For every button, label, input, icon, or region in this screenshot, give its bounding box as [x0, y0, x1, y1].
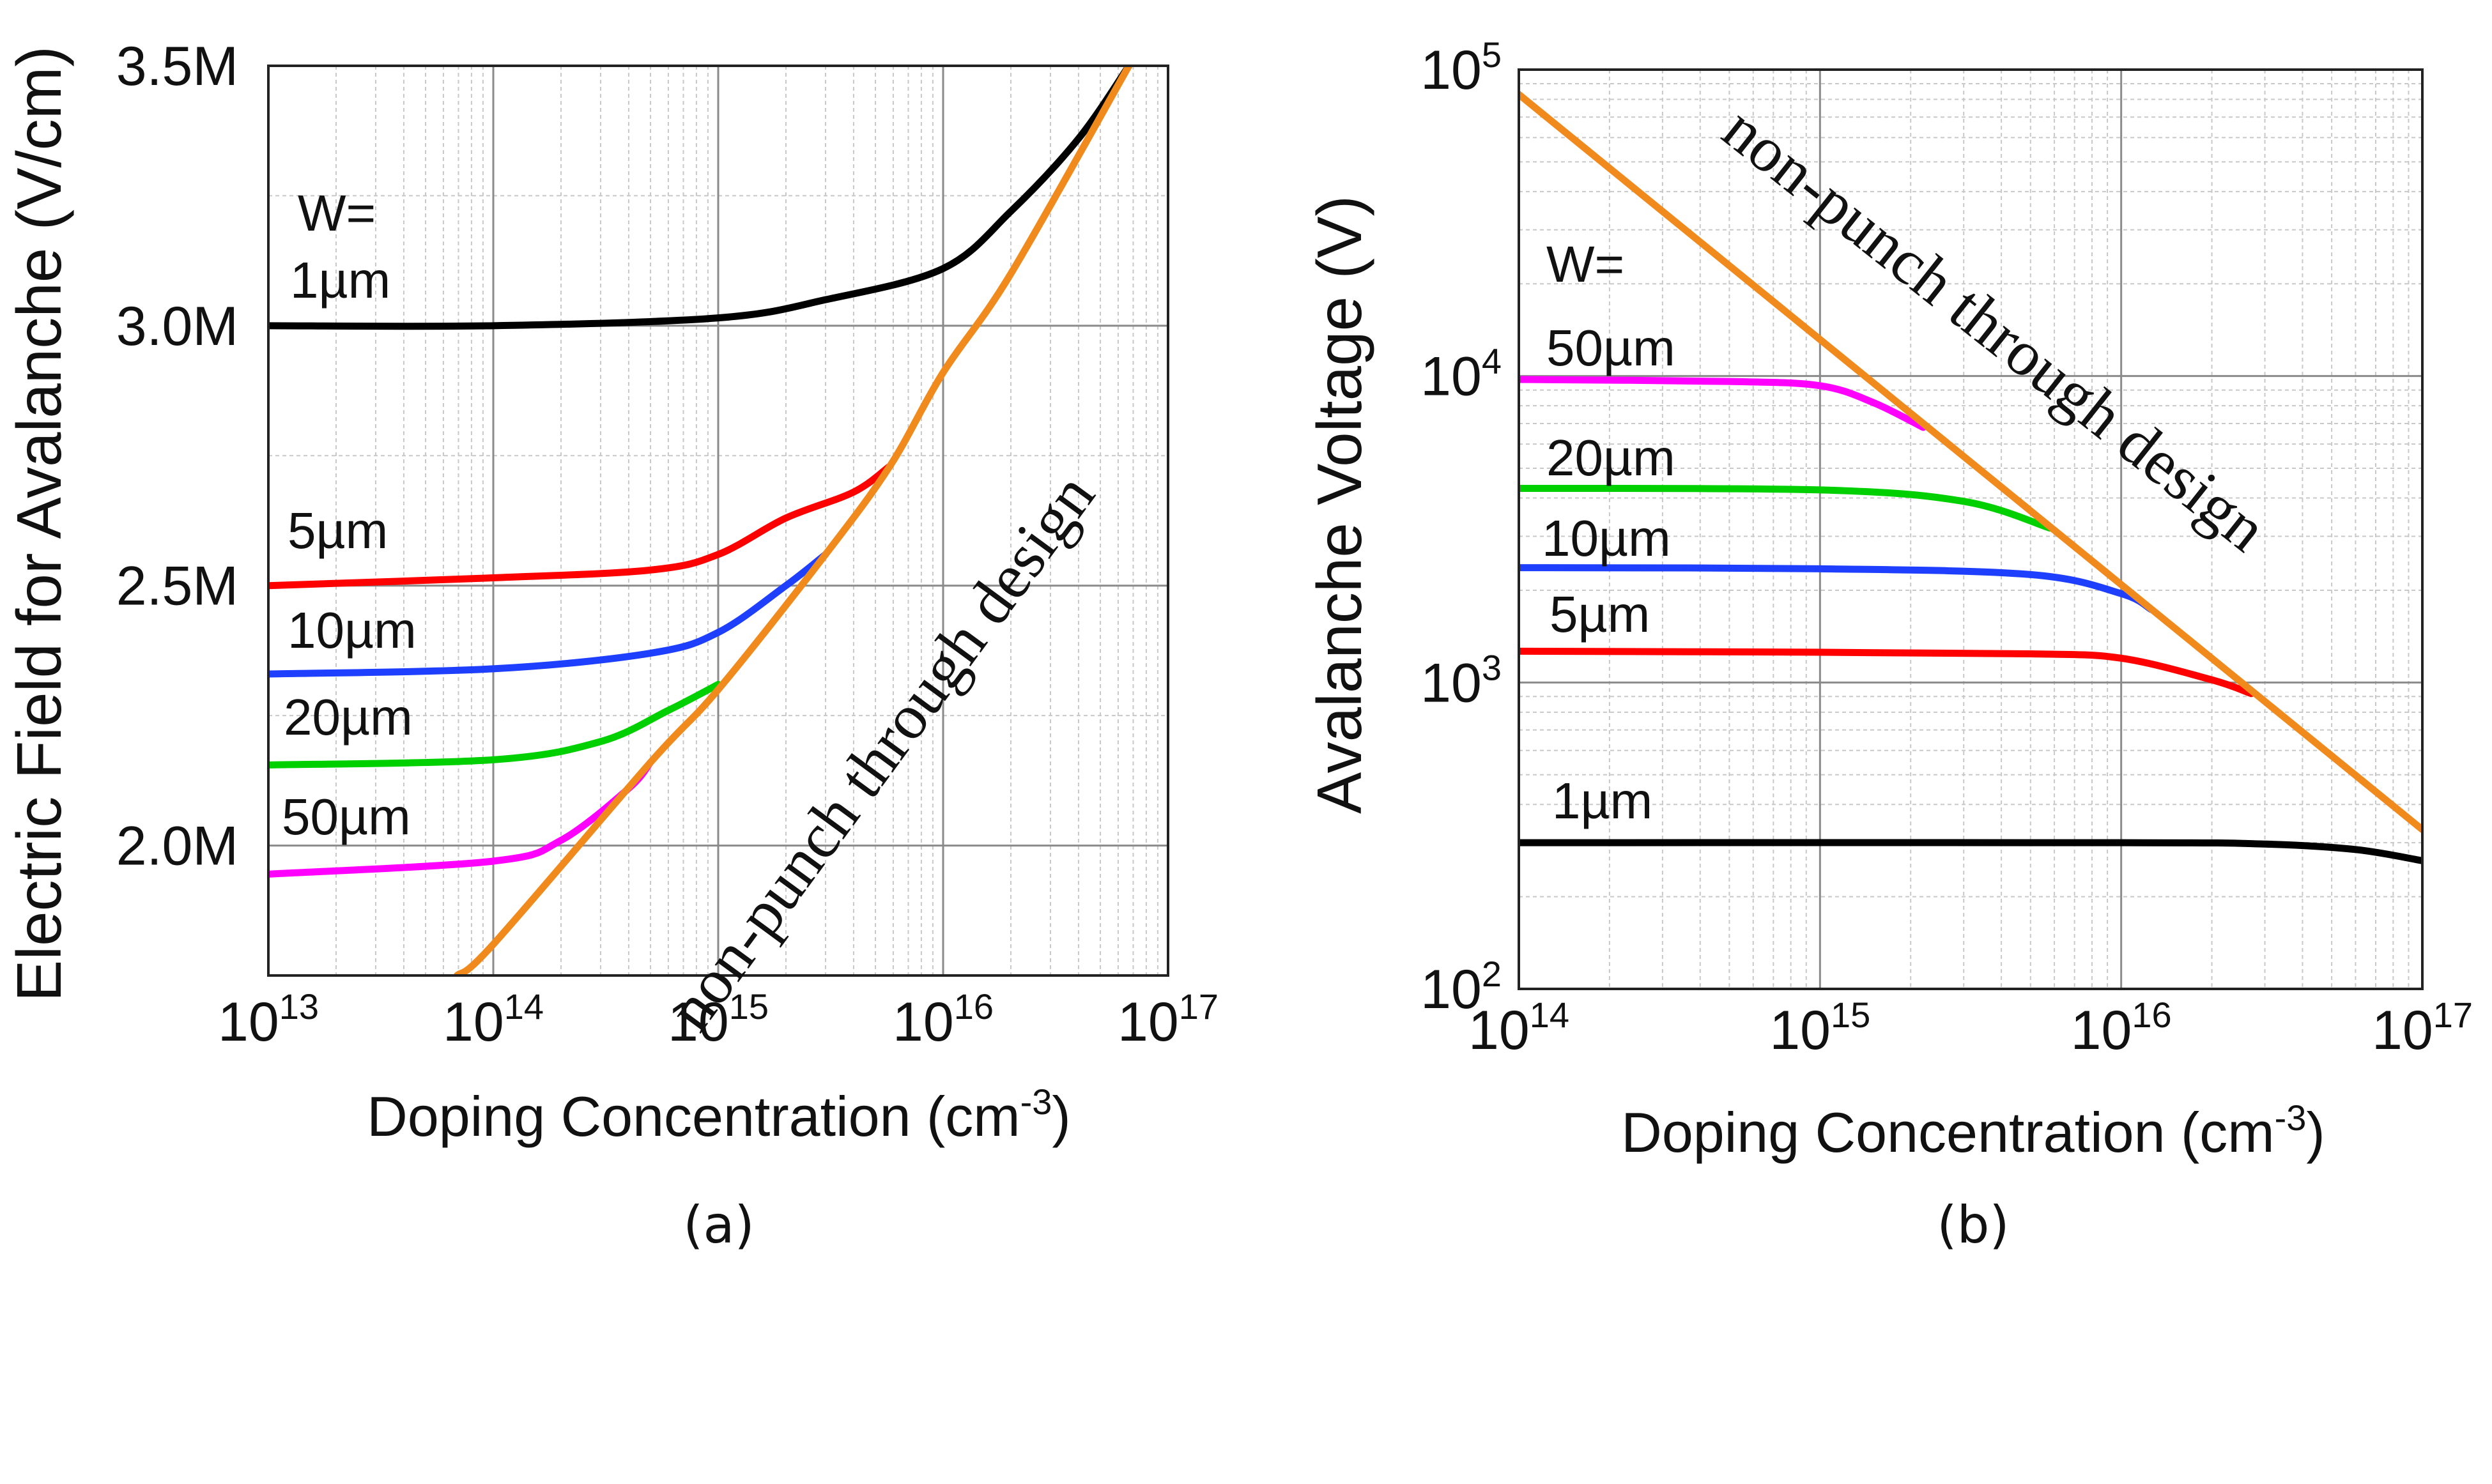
plot-frame [1518, 68, 2424, 990]
y-tick-label: 2.5M [116, 556, 238, 617]
series-label-a-5um: 5µm [288, 502, 388, 559]
x-tick-label: 1016 [893, 986, 994, 1053]
legend-header-a: W= [298, 185, 376, 241]
x-tick-label: 1014 [443, 986, 544, 1053]
y-axis-title-b: Avalanche Voltage (V) [1304, 195, 1374, 814]
y-axis-title-a: Electric Field for Avalanche (V/cm) [4, 46, 74, 1002]
series-line-non-punch-through-design [453, 66, 1133, 975]
series-label-b-5um: 5µm [1550, 586, 1650, 643]
series-line-20-m [268, 680, 722, 769]
series-line-5-m [1519, 647, 2255, 698]
series-line-20-m [1519, 484, 2054, 532]
series-line-1-m [1519, 839, 2422, 864]
y-tick-label: 2.0M [116, 816, 238, 877]
legend-header-b: W= [1546, 236, 1624, 293]
series-label-a-20um: 20µm [284, 689, 413, 746]
series-line-10-m [1519, 564, 2155, 613]
y-tick-label: 3.5M [116, 36, 238, 97]
plot-frame [267, 65, 1169, 977]
series-label-b-50um: 50µm [1546, 319, 1675, 376]
series-line-non-punch-through-design [1519, 91, 2422, 834]
series-line-50-m [1519, 376, 1927, 431]
panel-label-b: (b) [1937, 1195, 2009, 1255]
series-label-a-1um: 1µm [290, 252, 390, 309]
series-label-b-20um: 20µm [1546, 429, 1675, 486]
series-label-a-50um: 50µm [282, 788, 411, 845]
series-label-b-10um: 10µm [1542, 510, 1671, 567]
x-axis-title: Doping Concentration (cm-3) [1621, 1098, 2325, 1164]
x-axis-title: Doping Concentration (cm-3) [367, 1082, 1070, 1148]
series-line-10-m [268, 551, 829, 678]
panel-label-a: (a) [683, 1195, 754, 1255]
series-label-b-1um: 1µm [1552, 772, 1652, 829]
series-label-a-10um: 10µm [288, 602, 417, 659]
series-line-5-m [268, 463, 894, 590]
y-tick-label: 3.0M [116, 296, 238, 357]
series-line-1-m [268, 66, 1133, 330]
